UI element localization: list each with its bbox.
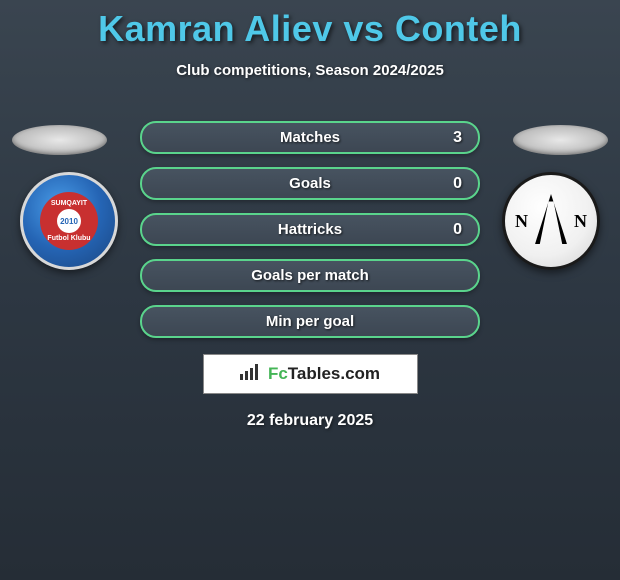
- team-logo-left-inner: SUMQAYIT 2010 Futbol Klubu: [40, 192, 98, 250]
- date-text: 22 february 2025: [0, 412, 620, 430]
- stat-label: Min per goal: [142, 313, 478, 330]
- stats-container: Matches 3 Goals 0 Hattricks 0 Goals per …: [140, 121, 480, 338]
- subtitle: Club competitions, Season 2024/2025: [0, 62, 620, 79]
- brand-text: FcTables.com: [268, 364, 380, 384]
- stat-label: Goals per match: [142, 267, 478, 284]
- stat-row-matches: Matches 3: [140, 121, 480, 154]
- brand-suffix: .com: [340, 364, 380, 383]
- page-title: Kamran Aliev vs Conteh: [0, 0, 620, 50]
- stat-row-goals: Goals 0: [140, 167, 480, 200]
- stat-label: Hattricks: [142, 221, 478, 238]
- stat-value: 0: [453, 175, 462, 193]
- chart-icon: [240, 364, 264, 384]
- team-logo-left: SUMQAYIT 2010 Futbol Klubu: [20, 172, 118, 270]
- stat-label: Matches: [142, 129, 478, 146]
- team-left-year: 2010: [57, 209, 81, 233]
- team-left-name: SUMQAYIT: [51, 200, 87, 207]
- stat-row-min-per-goal: Min per goal: [140, 305, 480, 338]
- brand-name-a: Fc: [268, 364, 288, 383]
- brand-box[interactable]: FcTables.com: [203, 354, 418, 394]
- stat-value: 0: [453, 221, 462, 239]
- team-logo-right-inner: N N: [505, 175, 597, 267]
- stat-value: 3: [453, 129, 462, 147]
- team-left-sub: Futbol Klubu: [47, 235, 90, 242]
- brand-name-b: Tables: [288, 364, 341, 383]
- logo-letter-n-right: N: [574, 211, 587, 232]
- oil-derrick-icon: [531, 194, 571, 248]
- player-ellipse-left: [12, 125, 107, 155]
- team-logo-right: N N: [502, 172, 600, 270]
- stat-row-hattricks: Hattricks 0: [140, 213, 480, 246]
- stat-row-goals-per-match: Goals per match: [140, 259, 480, 292]
- logo-letter-n-left: N: [515, 211, 528, 232]
- player-ellipse-right: [513, 125, 608, 155]
- stat-label: Goals: [142, 175, 478, 192]
